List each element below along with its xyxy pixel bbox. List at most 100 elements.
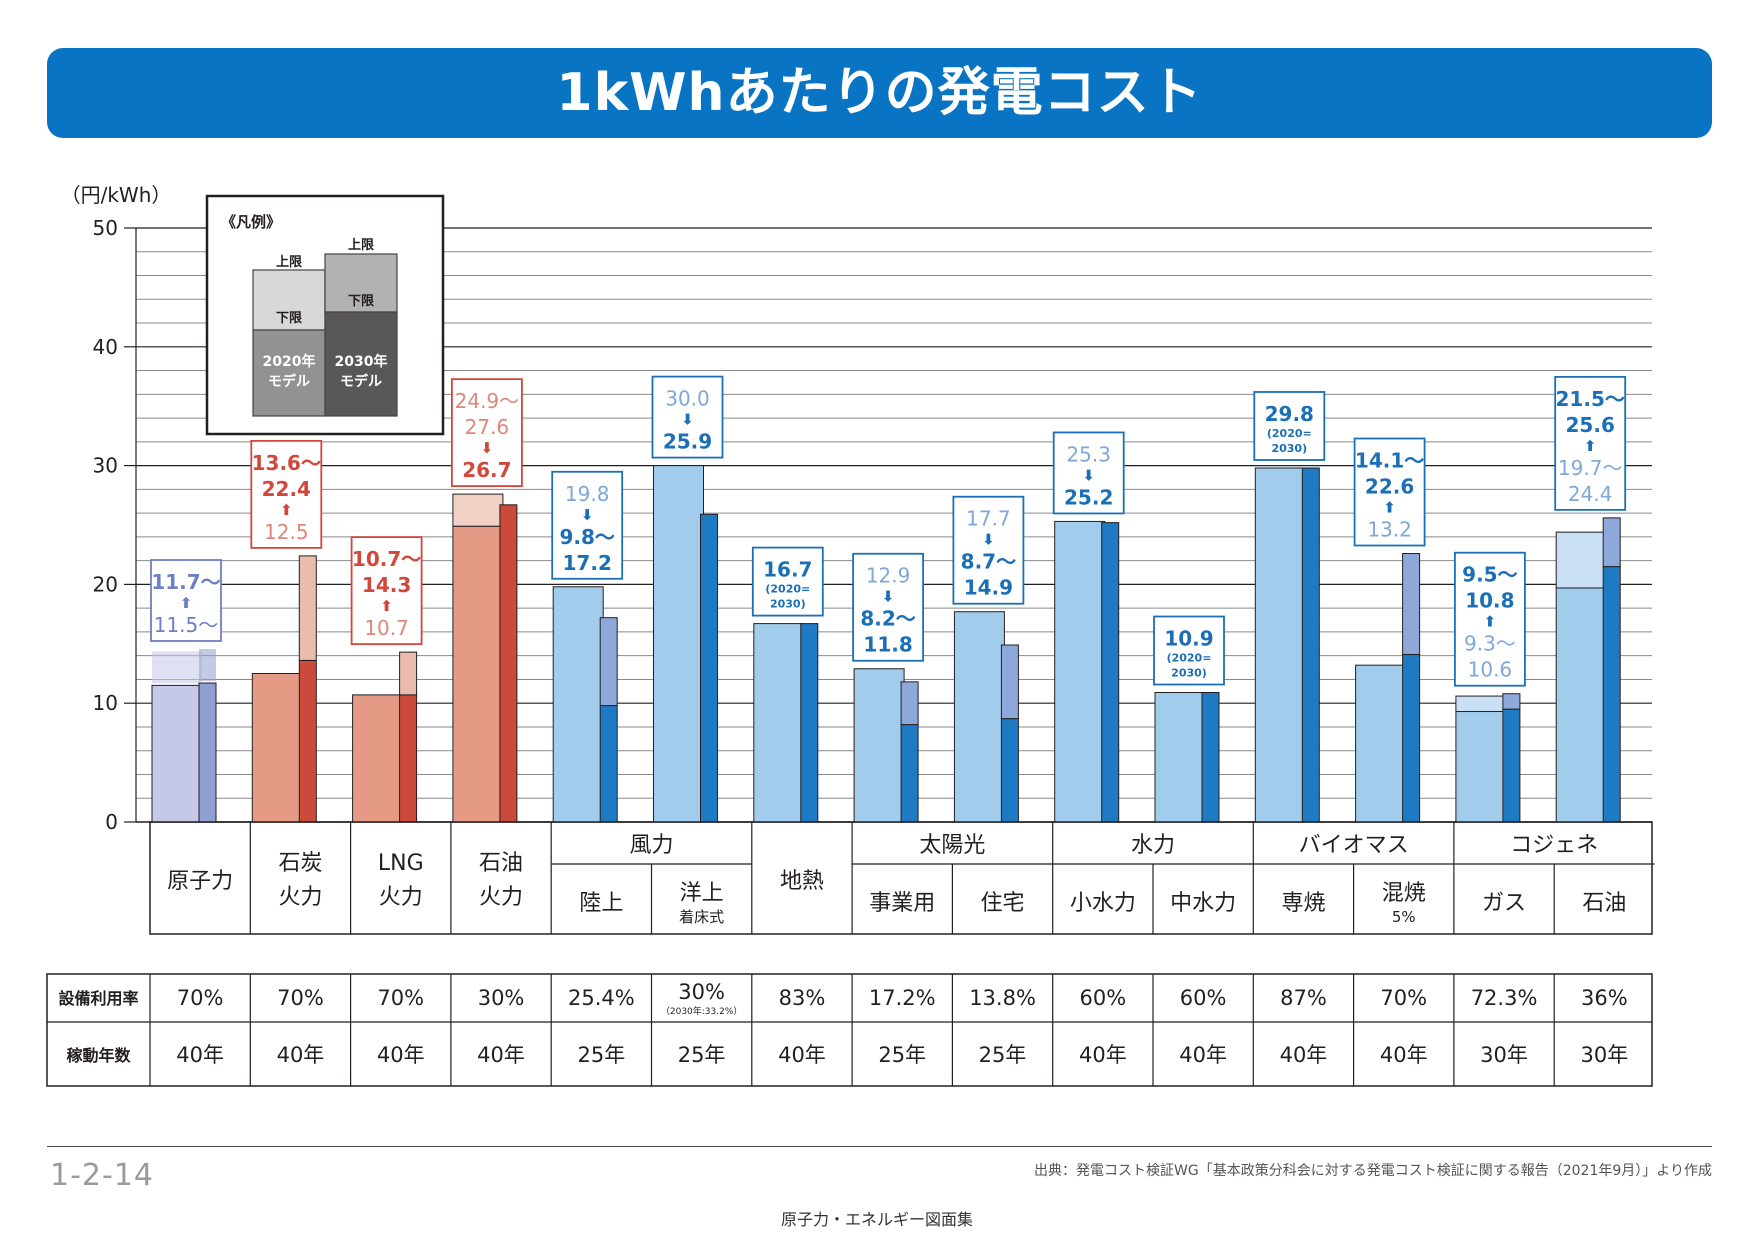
page-number: 1-2-14 <box>50 1158 154 1193</box>
value-callout-陸上 <box>551 470 624 580</box>
callout-text: 19.7～ <box>1558 456 1623 480</box>
lifetime-value: 40年 <box>176 1043 224 1067</box>
callout-text: ⬆ <box>1584 437 1597 455</box>
lifetime-value: 30年 <box>1580 1043 1628 1067</box>
category-label: 原子力 <box>167 869 233 894</box>
callout-text: 11.5～ <box>154 613 219 637</box>
bar-2030-地熱 <box>800 623 819 823</box>
category-sublabel: 着床式 <box>679 908 724 926</box>
legend-2020-label: 2020年 <box>263 353 316 370</box>
bar-2020-石炭火力 <box>251 673 303 823</box>
callout-text: 14.9 <box>964 576 1013 600</box>
callout-text: 17.2 <box>563 551 612 575</box>
callout-text: ⬇ <box>982 531 995 549</box>
callout-text: ⬆ <box>1383 499 1396 517</box>
callout-text: 11.7～ <box>151 570 220 594</box>
bar-2030-洋上着床式 <box>700 513 718 823</box>
callout-text: 29.8 <box>1265 402 1314 426</box>
bar-2020-upper-石油 <box>1555 531 1607 589</box>
capacity-factor-value: 70% <box>377 986 424 1010</box>
capacity-factor-value: 17.2% <box>869 986 936 1010</box>
bar-2030-中水力 <box>1201 692 1220 823</box>
bar-2020-upper-ガス <box>1455 695 1507 713</box>
group-label-風力: 風力 <box>629 833 673 858</box>
callout-text: 16.7 <box>763 558 812 582</box>
group-label-水力: 水力 <box>1131 833 1175 858</box>
callout-text: 21.5～ <box>1556 387 1625 411</box>
lifetime-value: 25年 <box>678 1043 726 1067</box>
category-label: 小水力 <box>1070 891 1136 916</box>
bar-2030-事業用 <box>900 724 919 823</box>
page-title: 1kWhあたりの発電コスト <box>556 63 1203 123</box>
callout-text: 9.5～ <box>1462 563 1517 587</box>
bar-2020-石油 <box>1555 587 1607 823</box>
callout-text: 12.9 <box>866 564 911 588</box>
bar-2030-専焼 <box>1301 467 1320 823</box>
bar-2020-住宅 <box>953 611 1005 823</box>
value-callout-小水力 <box>1052 431 1125 515</box>
callout-text: 17.7 <box>966 507 1011 531</box>
callout-text: 14.3 <box>362 573 411 597</box>
legend-2030-base <box>324 311 398 417</box>
callout-text: 24.4 <box>1568 482 1613 506</box>
callout-text: 10.7～ <box>352 547 421 571</box>
category-label: 事業用 <box>869 891 935 916</box>
callout-text: (2020= <box>765 583 810 596</box>
category-label: 洋上 <box>680 881 724 906</box>
bar-2020-陸上 <box>552 586 604 823</box>
bar-2030-陸上 <box>599 705 618 823</box>
callout-text: (2020= <box>1167 652 1212 665</box>
y-tick-label: 50 <box>93 216 118 240</box>
value-callout-地熱 <box>751 546 824 617</box>
bar-2030-upper-LNG火力 <box>399 651 418 696</box>
callout-text: (2020= <box>1267 427 1312 440</box>
callout-text: 14.1～ <box>1355 449 1424 473</box>
bar-2020-upper-石油火力 <box>452 493 504 527</box>
category-label: 中水力 <box>1170 891 1236 916</box>
bar-2020-LNG火力 <box>352 694 404 823</box>
bar-2020-専焼 <box>1254 467 1306 823</box>
capacity-factor-value: 30% <box>478 986 525 1010</box>
legend-lower-label: 下限 <box>348 294 375 309</box>
legend-2030-range <box>324 253 398 313</box>
legend-2030-label: 2030年 <box>335 353 388 370</box>
bar-2020-地熱 <box>753 623 805 823</box>
value-callout-洋上着床式 <box>651 375 724 459</box>
lifetime-value: 40年 <box>1079 1043 1127 1067</box>
legend-2020-base <box>252 329 326 417</box>
bar-2030-石炭火力 <box>298 659 317 823</box>
category-label: 石油 <box>1582 891 1626 916</box>
bar-2020-中水力 <box>1154 692 1206 823</box>
callout-text: 13.6～ <box>252 451 321 475</box>
callout-text: 22.4 <box>262 477 311 501</box>
callout-text: ⬇ <box>581 506 594 524</box>
callout-text: 22.6 <box>1365 475 1414 499</box>
bar-2020-ガス <box>1455 711 1507 823</box>
callout-text: ⬆ <box>180 594 193 612</box>
callout-text: 10.6 <box>1468 658 1513 682</box>
bar-2030-原子力 <box>198 682 217 823</box>
capacity-factor-value: 25.4% <box>568 986 635 1010</box>
lifetime-value: 40年 <box>477 1043 525 1067</box>
value-callout-LNG火力 <box>350 536 423 646</box>
stats-table <box>46 973 1653 1087</box>
callout-text: ⬇ <box>681 411 694 429</box>
callout-text: 30.0 <box>665 387 710 411</box>
bar-2030-住宅 <box>1000 718 1019 823</box>
category-label: 石炭 <box>278 851 322 876</box>
category-label: 陸上 <box>579 891 623 916</box>
bar-2020-事業用 <box>853 668 905 823</box>
bar-2030-upper-石炭火力 <box>298 555 317 661</box>
capacity-factor-note: （2030年:33.2%） <box>661 1005 743 1017</box>
capacity-factor-value: 36% <box>1581 986 1628 1010</box>
value-callout-ガス <box>1454 551 1526 687</box>
value-callout-専焼 <box>1253 391 1326 461</box>
bar-2030-upper-混焼5% <box>1402 553 1421 655</box>
callout-text: 25.3 <box>1066 442 1111 466</box>
callout-text: 25.9 <box>663 430 712 454</box>
callout-text: 10.9 <box>1164 627 1213 651</box>
callout-text: 9.8～ <box>559 525 614 549</box>
category-table <box>149 821 1653 935</box>
value-callout-石炭火力 <box>250 439 323 549</box>
capacity-factor-value: 83% <box>779 986 826 1010</box>
